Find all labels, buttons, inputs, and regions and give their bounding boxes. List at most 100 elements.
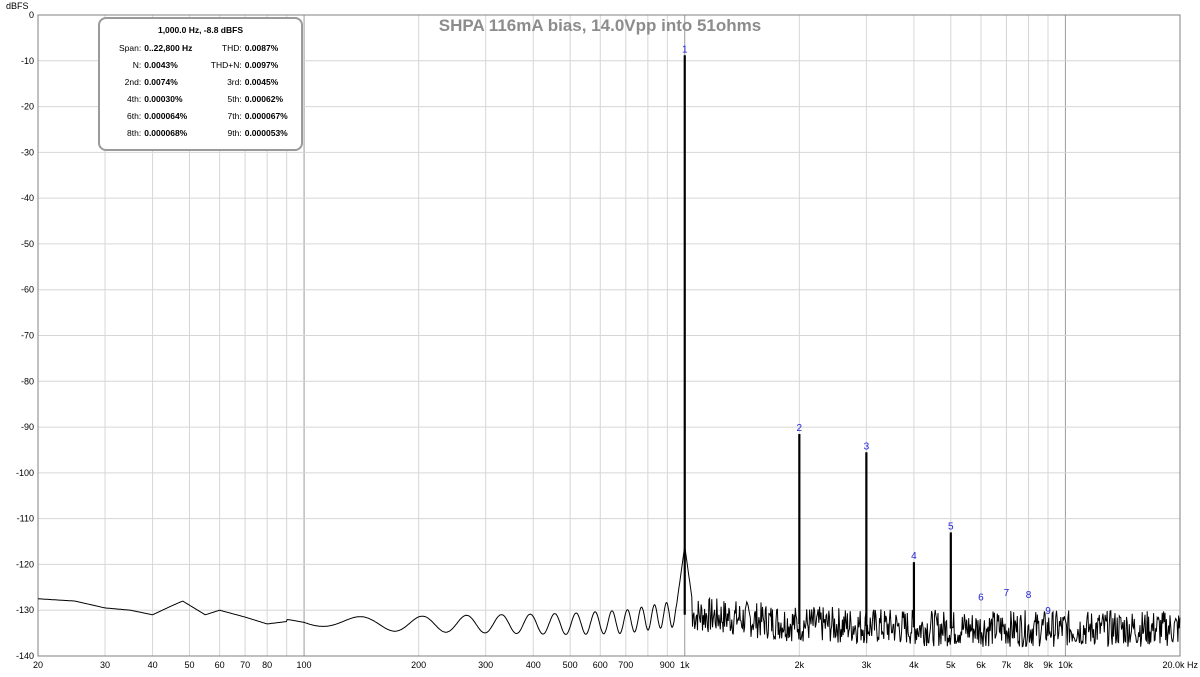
info-label: Span: [119,42,142,53]
x-tick-label: 9k [1043,660,1053,670]
plot-frame [37,14,1181,657]
x-tick-label: 80 [262,660,272,670]
info-label: THD+N: [210,59,242,70]
info-cell: N: 0.0043% [100,60,201,70]
chart-title: SHPA 116mA bias, 14.0Vpp into 51ohms [439,16,761,35]
x-tick-label: 50 [184,660,194,670]
x-tick-label: 600 [593,660,608,670]
info-row: 6th: 0.000064% 7th: 0.000067% [100,107,301,124]
info-row: 8th: 0.000068% 9th: 0.000053% [100,124,301,141]
info-label: N: [132,59,142,70]
info-cell: 6th: 0.000064% [100,111,201,121]
spectrum-trace [38,546,1181,648]
info-value: 0.000064% [144,110,188,121]
y-tick-label: -20 [21,102,34,112]
x-tick-label: 4k [909,660,919,670]
x-tick-label: 100 [297,660,312,670]
harmonic-marker-label: 4 [911,551,917,562]
y-tick-label: -40 [21,193,34,203]
x-tick-label: 5k [946,660,956,670]
y-tick-label: -140 [16,651,34,661]
x-tick-label: 60 [215,660,225,670]
info-cell: 5th: 0.00062% [201,94,302,104]
info-value: 0.0074% [144,76,178,87]
info-label: 8th: [127,127,142,138]
harmonic-marker-label: 6 [978,592,984,603]
info-value: 0..22,800 Hz [144,42,193,53]
harmonic-marker-label: 5 [948,521,954,532]
harmonic-markers: 1 2 3 4 5 6 7 8 9 [682,44,1051,617]
y-tick-label: -100 [16,468,34,478]
info-cell: Span: 0..22,800 Hz [100,43,201,53]
measurement-info-box: 1,000.0 Hz, -8.8 dBFS Span: 0..22,800 Hz T… [98,17,303,151]
x-tick-label: 20.0k Hz [1162,660,1198,670]
y-tick-label: -130 [16,605,34,615]
info-label: 3rd: [227,76,242,87]
x-tick-label: 500 [563,660,578,670]
x-tick-label: 10k [1058,660,1073,670]
x-tick-label: 8k [1024,660,1034,670]
x-tick-label: 6k [976,660,986,670]
info-label: 9th: [227,127,242,138]
info-label: 4th: [127,93,142,104]
x-tick-label: 30 [100,660,110,670]
info-cell: 2nd: 0.0074% [100,77,201,87]
info-label: THD: [221,42,242,53]
info-row: 4th: 0.00030% 5th: 0.00062% [100,90,301,107]
harmonic-marker-label: 3 [864,441,870,452]
info-value: 0.000068% [144,127,188,138]
x-tick-label: 2k [795,660,805,670]
info-cell: 9th: 0.000053% [201,128,302,138]
harmonic-marker-label: 8 [1026,590,1032,601]
info-value: 0.0097% [244,59,279,70]
y-tick-label: -70 [21,331,34,341]
x-tick-label: 3k [862,660,872,670]
info-cell: 3rd: 0.0045% [201,77,302,87]
x-tick-label: 400 [526,660,541,670]
y-tick-label: -90 [21,422,34,432]
y-tick-label: -30 [21,147,34,157]
info-value: 0.000053% [244,127,288,138]
y-tick-label: -50 [21,239,34,249]
y-tick-label: -120 [16,559,34,569]
x-tick-label: 1k [680,660,690,670]
info-value: 0.0087% [244,42,279,53]
y-axis-label: dBFS [6,1,29,11]
x-tick-label: 20 [33,660,43,670]
info-value: 0.00062% [244,93,284,104]
info-value: 0.00030% [144,93,183,104]
harmonic-marker-label: 2 [797,423,803,434]
info-value: 0.000067% [244,110,288,121]
info-label: 7th: [227,110,242,121]
x-tick-label: 900 [660,660,675,670]
harmonic-marker-label: 9 [1045,606,1051,617]
info-cell: 8th: 0.000068% [100,128,201,138]
info-row: 2nd: 0.0074% 3rd: 0.0045% [100,73,301,90]
x-tick-label: 70 [240,660,250,670]
harmonic-marker-label: 7 [1004,588,1010,599]
y-tick-label: -60 [21,285,34,295]
info-cell: 7th: 0.000067% [201,111,302,121]
info-cell: THD+N: 0.0097% [201,60,302,70]
info-cell: THD: 0.0087% [201,43,302,53]
x-tick-label: 7k [1002,660,1012,670]
y-tick-label: -110 [17,514,34,524]
x-tick-label: 40 [148,660,158,670]
harmonic-peaks [683,55,952,629]
x-tick-label: 300 [478,660,493,670]
info-row: Span: 0..22,800 Hz THD: 0.0087% [100,39,301,56]
y-axis-ticks: 0 -10 -20 -30 -40 -50 -60 -70 -80 -90 -100 -110 -120… [16,10,34,661]
x-tick-label: 200 [411,660,426,670]
info-header: 1,000.0 Hz, -8.8 dBFS [157,25,244,35]
y-tick-label: -80 [21,376,34,386]
info-label: 2nd: [124,76,142,87]
info-label: 6th: [127,110,142,121]
x-axis-ticks: 20 30 40 50 60 70 80 100 200 300 400 500 600 700 900 1k… [33,660,1198,670]
harmonic-marker-label: 1 [682,44,688,55]
y-tick-label: 0 [29,10,34,20]
info-label: 5th: [227,93,242,104]
info-row: N: 0.0043% THD+N: 0.0097% [100,56,301,73]
info-cell: 4th: 0.00030% [100,94,201,104]
x-tick-label: 700 [618,660,633,670]
y-tick-label: -10 [21,56,34,66]
